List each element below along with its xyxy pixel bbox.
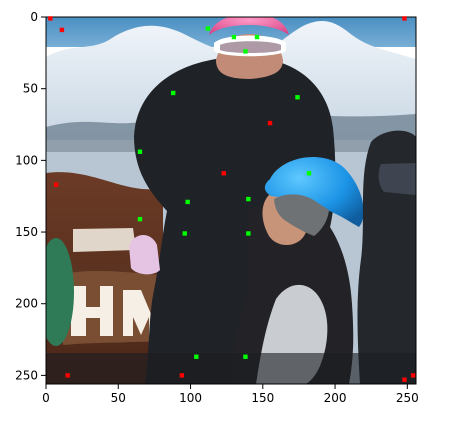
x-tick-label: 250 bbox=[396, 391, 419, 405]
red-keypoint bbox=[53, 182, 59, 187]
red-keypoint bbox=[402, 16, 407, 21]
red-keypoint bbox=[410, 373, 416, 378]
red-keypoint bbox=[267, 120, 273, 126]
red-keypoint bbox=[59, 27, 65, 33]
x-axis: 0 50 100 150 200 250 bbox=[42, 384, 419, 405]
y-tick-label: 0 bbox=[30, 10, 38, 24]
green-keypoint bbox=[295, 95, 300, 100]
child-skier-helmet bbox=[264, 157, 364, 227]
green-keypoint bbox=[306, 171, 312, 176]
right-person-goggles bbox=[378, 163, 416, 195]
red-keypoint bbox=[65, 373, 70, 378]
green-keypoint bbox=[137, 149, 143, 154]
main-skier-goggle-lens bbox=[220, 41, 281, 53]
y-tick-label: 50 bbox=[23, 82, 38, 96]
foreground-shade bbox=[46, 353, 416, 384]
red-keypoint bbox=[48, 16, 53, 21]
main-skier-helmet bbox=[209, 17, 289, 35]
y-tick-label: 150 bbox=[15, 225, 38, 239]
green-keypoint bbox=[246, 196, 251, 202]
y-tick-label: 200 bbox=[15, 297, 38, 311]
x-tick-label: 0 bbox=[42, 391, 50, 405]
red-keypoint bbox=[402, 377, 407, 382]
green-keypoint bbox=[194, 354, 199, 359]
y-tick-label: 100 bbox=[15, 153, 38, 167]
photo bbox=[46, 17, 416, 384]
x-tick-label: 50 bbox=[111, 391, 126, 405]
sign-plaque bbox=[73, 228, 136, 252]
y-tick-label: 250 bbox=[15, 368, 38, 382]
green-keypoint bbox=[231, 34, 237, 40]
green-keypoint bbox=[170, 90, 176, 96]
red-keypoint bbox=[179, 373, 185, 378]
green-keypoint bbox=[243, 354, 248, 359]
green-keypoint bbox=[185, 199, 190, 205]
plot-frame bbox=[45, 16, 417, 385]
y-axis: 0 50 100 150 200 250 bbox=[15, 10, 46, 382]
green-keypoint bbox=[137, 216, 143, 222]
x-tick-label: 100 bbox=[179, 391, 202, 405]
green-keypoint bbox=[182, 231, 187, 236]
right-person bbox=[357, 130, 416, 384]
green-keypoint bbox=[246, 231, 251, 236]
red-keypoint bbox=[221, 171, 226, 176]
green-keypoint bbox=[205, 26, 211, 31]
left-person bbox=[46, 238, 74, 346]
sign-lettering bbox=[71, 286, 161, 336]
x-tick-label: 150 bbox=[251, 391, 274, 405]
green-keypoint bbox=[243, 49, 248, 54]
child-skier-goggles bbox=[274, 194, 329, 236]
glove bbox=[129, 234, 160, 275]
keypoints bbox=[48, 16, 416, 382]
x-tick-label: 200 bbox=[324, 391, 347, 405]
green-keypoint bbox=[254, 34, 260, 40]
